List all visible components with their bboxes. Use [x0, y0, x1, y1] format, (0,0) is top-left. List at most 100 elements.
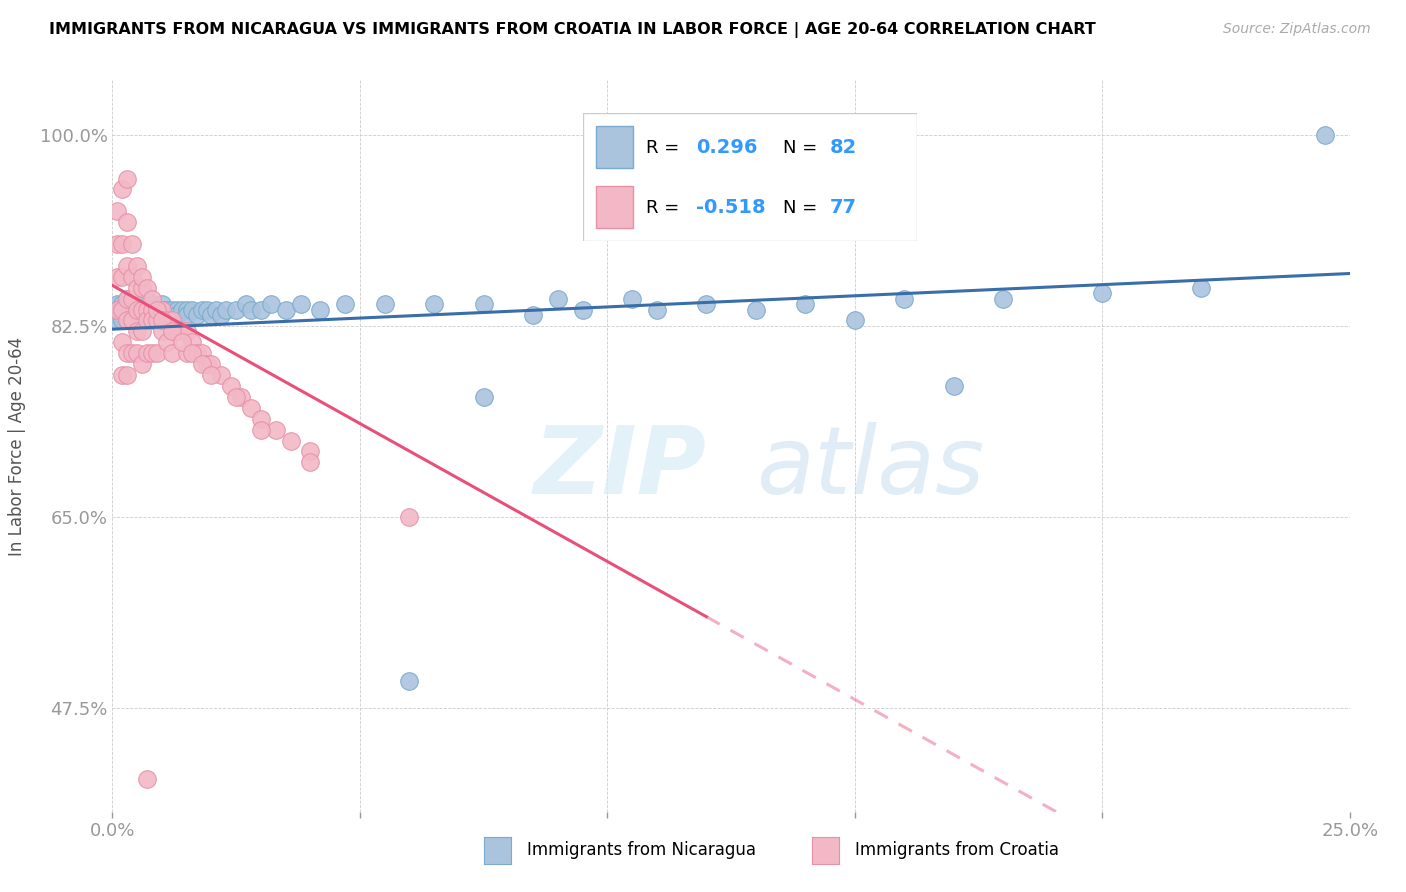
Point	[225, 302, 247, 317]
Point	[160, 313, 183, 327]
Point	[472, 297, 495, 311]
Point	[219, 379, 242, 393]
Point	[398, 510, 420, 524]
Text: IMMIGRANTS FROM NICARAGUA VS IMMIGRANTS FROM CROATIA IN LABOR FORCE | AGE 20-64 : IMMIGRANTS FROM NICARAGUA VS IMMIGRANTS …	[49, 22, 1095, 38]
Point	[117, 297, 139, 311]
Point	[1091, 286, 1114, 301]
Point	[111, 368, 134, 382]
Point	[127, 308, 149, 322]
Point	[121, 269, 143, 284]
Point	[621, 292, 644, 306]
Point	[117, 313, 139, 327]
Point	[240, 401, 263, 415]
Point	[107, 302, 129, 317]
Point	[695, 297, 717, 311]
Point	[136, 302, 159, 317]
Point	[942, 379, 965, 393]
Point	[200, 357, 222, 371]
Point	[131, 357, 153, 371]
Point	[745, 302, 768, 317]
Point	[131, 324, 153, 338]
Text: ZIP: ZIP	[533, 422, 706, 514]
Point	[111, 308, 134, 322]
Point	[215, 302, 238, 317]
Point	[209, 368, 232, 382]
Point	[121, 237, 143, 252]
Point	[186, 308, 208, 322]
Point	[180, 346, 202, 360]
Point	[264, 423, 287, 437]
Text: atlas: atlas	[756, 423, 984, 514]
Point	[150, 302, 173, 317]
Point	[1313, 128, 1336, 142]
Point	[111, 313, 134, 327]
Point	[1189, 281, 1212, 295]
Point	[127, 324, 149, 338]
Point	[176, 308, 198, 322]
Point	[107, 204, 129, 219]
Point	[472, 390, 495, 404]
Point	[121, 313, 143, 327]
Point	[993, 292, 1015, 306]
Point	[136, 313, 159, 327]
Point	[547, 292, 569, 306]
Point	[844, 313, 866, 327]
Point	[150, 313, 173, 327]
Point	[117, 171, 139, 186]
Point	[121, 346, 143, 360]
Point	[235, 297, 257, 311]
Point	[150, 297, 173, 311]
Point	[146, 302, 169, 317]
Point	[170, 302, 193, 317]
Point	[117, 215, 139, 229]
Point	[117, 313, 139, 327]
Point	[127, 297, 149, 311]
Point	[121, 313, 143, 327]
Point	[176, 324, 198, 338]
Point	[186, 346, 208, 360]
Point	[146, 308, 169, 322]
Point	[117, 346, 139, 360]
Point	[111, 335, 134, 350]
Point	[150, 324, 173, 338]
Point	[131, 313, 153, 327]
Point	[121, 308, 143, 322]
Point	[121, 302, 143, 317]
Point	[131, 308, 153, 322]
Point	[176, 302, 198, 317]
Point	[522, 308, 544, 322]
Point	[117, 302, 139, 317]
Point	[156, 313, 179, 327]
Point	[136, 346, 159, 360]
Point	[260, 297, 283, 311]
Point	[280, 434, 302, 448]
Point	[374, 297, 396, 311]
Point	[309, 302, 332, 317]
Point	[111, 182, 134, 196]
Point	[131, 281, 153, 295]
Point	[117, 308, 139, 322]
Point	[121, 297, 143, 311]
Point	[117, 292, 139, 306]
Point	[131, 302, 153, 317]
Point	[111, 237, 134, 252]
Point	[127, 281, 149, 295]
Point	[127, 302, 149, 317]
Point	[141, 302, 163, 317]
Point	[131, 302, 153, 317]
Point	[111, 297, 134, 311]
Point	[160, 346, 183, 360]
Text: Source: ZipAtlas.com: Source: ZipAtlas.com	[1223, 22, 1371, 37]
Point	[190, 346, 212, 360]
Point	[209, 308, 232, 322]
Point	[141, 292, 163, 306]
Text: Immigrants from Croatia: Immigrants from Croatia	[855, 841, 1059, 860]
Point	[290, 297, 312, 311]
Point	[250, 423, 273, 437]
Point	[240, 302, 263, 317]
Point	[160, 324, 183, 338]
Point	[146, 346, 169, 360]
Point	[141, 302, 163, 317]
Point	[111, 302, 134, 317]
Point	[200, 368, 222, 382]
